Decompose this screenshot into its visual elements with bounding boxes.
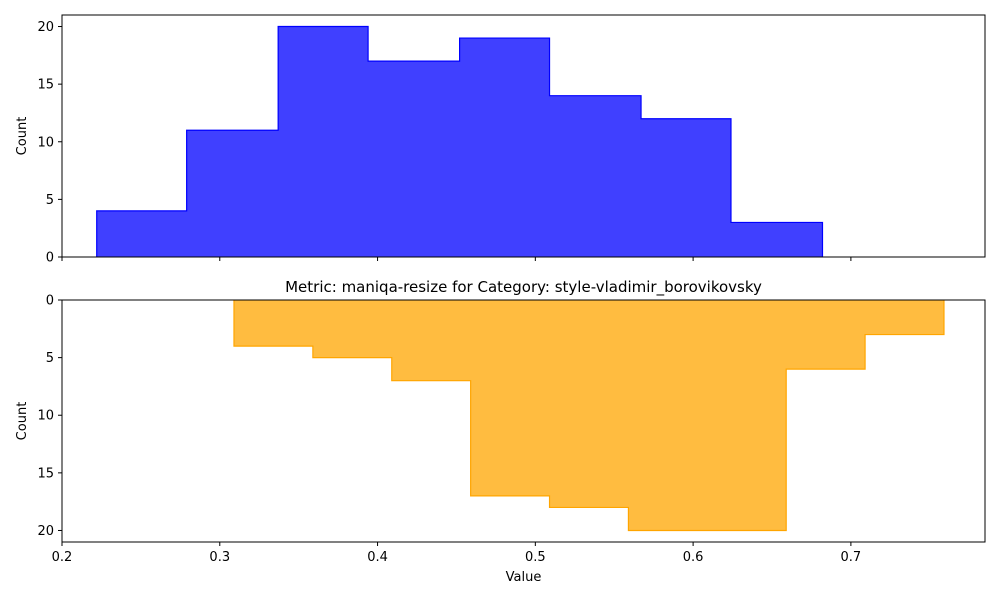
x-tick-label: 0.4 (367, 550, 388, 565)
y-tick-label: 20 (37, 20, 54, 35)
y-tick-label: 5 (46, 193, 54, 208)
histogram-bin (628, 300, 707, 530)
histogram-bin (234, 300, 313, 346)
y-tick-label: 5 (46, 351, 54, 366)
histogram-bin (278, 27, 368, 257)
x-tick-label: 0.2 (52, 550, 73, 565)
histogram-bin (641, 119, 731, 257)
y-tick-label: 0 (46, 251, 54, 266)
histogram-outline (96, 25, 824, 257)
histogram-bin (786, 300, 865, 369)
histogram-bin (550, 300, 629, 507)
histogram-bin (313, 300, 392, 358)
bottom-histogram-panel: 0.2 0.3 0.4 0.5 0.6 0.7 0 5 10 15 20 Count Value Metr… (15, 278, 986, 585)
histogram-bin (471, 300, 550, 496)
histogram-bin (368, 61, 460, 257)
histogram-bin (392, 300, 471, 381)
y-tick-label: 20 (37, 524, 54, 539)
y-tick-label: 15 (37, 466, 54, 481)
chart-title: Metric: maniqa-resize for Category: styl… (285, 278, 762, 297)
x-tick-label: 0.3 (209, 550, 230, 565)
histogram-bin (550, 96, 642, 257)
histogram-bin (731, 222, 823, 257)
histogram-bin (187, 130, 279, 257)
y-axis-label: Count (15, 402, 30, 441)
axes-frame (61, 299, 986, 543)
histogram-bin (97, 211, 187, 257)
y-tick-label: 15 (37, 78, 54, 93)
histogram-area (233, 300, 944, 531)
y-axis-label: Count (15, 117, 30, 156)
histogram-bin (865, 300, 944, 335)
x-tick-label: 0.7 (841, 550, 862, 565)
y-tick-label: 10 (37, 135, 54, 150)
histogram-outline (233, 300, 945, 532)
x-tick-label: 0.6 (683, 550, 704, 565)
x-axis-label: Value (506, 570, 542, 585)
top-histogram-panel: 0 5 10 15 20 Count (15, 14, 986, 266)
y-tick-label: 10 (37, 409, 54, 424)
histogram-bin (707, 300, 786, 530)
histogram-bin (460, 38, 550, 257)
axes-frame (61, 14, 986, 258)
x-tick-label: 0.5 (525, 550, 546, 565)
y-tick-label: 0 (46, 294, 54, 309)
